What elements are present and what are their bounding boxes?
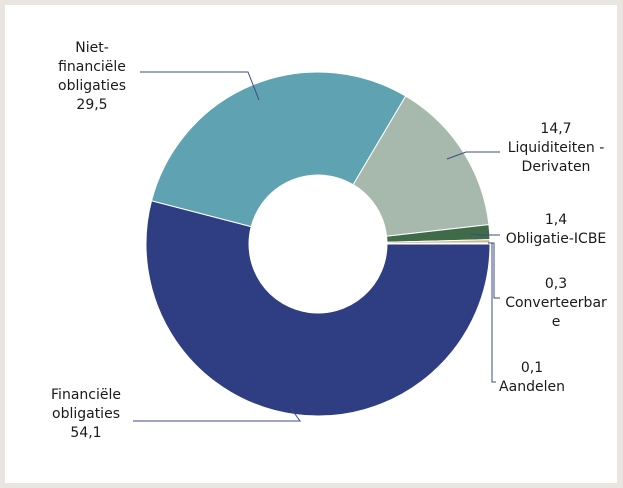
leader-line-5: [490, 242, 496, 383]
data-label-name-2-2: Derivaten: [522, 159, 591, 175]
data-label-name-1-2: obligaties: [58, 78, 126, 94]
leader-line-0: [133, 406, 301, 422]
donut-slice-2: [352, 95, 490, 237]
donut-slice-1: [150, 71, 407, 228]
data-label-name-5-1: Aandelen: [499, 379, 565, 395]
data-label-value-5: 0,1: [521, 360, 543, 376]
leader-line-1: [140, 71, 260, 101]
data-label-value-1: 29,5: [76, 97, 107, 113]
data-label-name-4-2: e: [552, 314, 561, 330]
data-label-name-0-1: obligaties: [52, 406, 120, 422]
data-label-name-0-0: Financiële: [51, 387, 121, 403]
data-label-value-4: 0,3: [545, 276, 567, 292]
data-label-value-2: 14,7: [540, 121, 571, 137]
donut-slice-5: [386, 242, 491, 245]
leader-line-2: [446, 151, 500, 160]
data-label-name-4-1: Converteerbar: [505, 295, 607, 311]
data-label-name-3-1: Obligatie-ICBE: [506, 231, 607, 247]
data-label-value-0: 54,1: [70, 425, 101, 441]
leader-line-3: [470, 233, 500, 236]
data-label-value-3: 1,4: [545, 212, 567, 228]
data-label-name-1-1: financiële: [58, 59, 126, 75]
data-label-name-2-1: Liquiditeiten -: [508, 140, 605, 156]
data-label-name-1-0: Niet-: [75, 40, 109, 56]
donut-slice-0: [145, 200, 491, 417]
